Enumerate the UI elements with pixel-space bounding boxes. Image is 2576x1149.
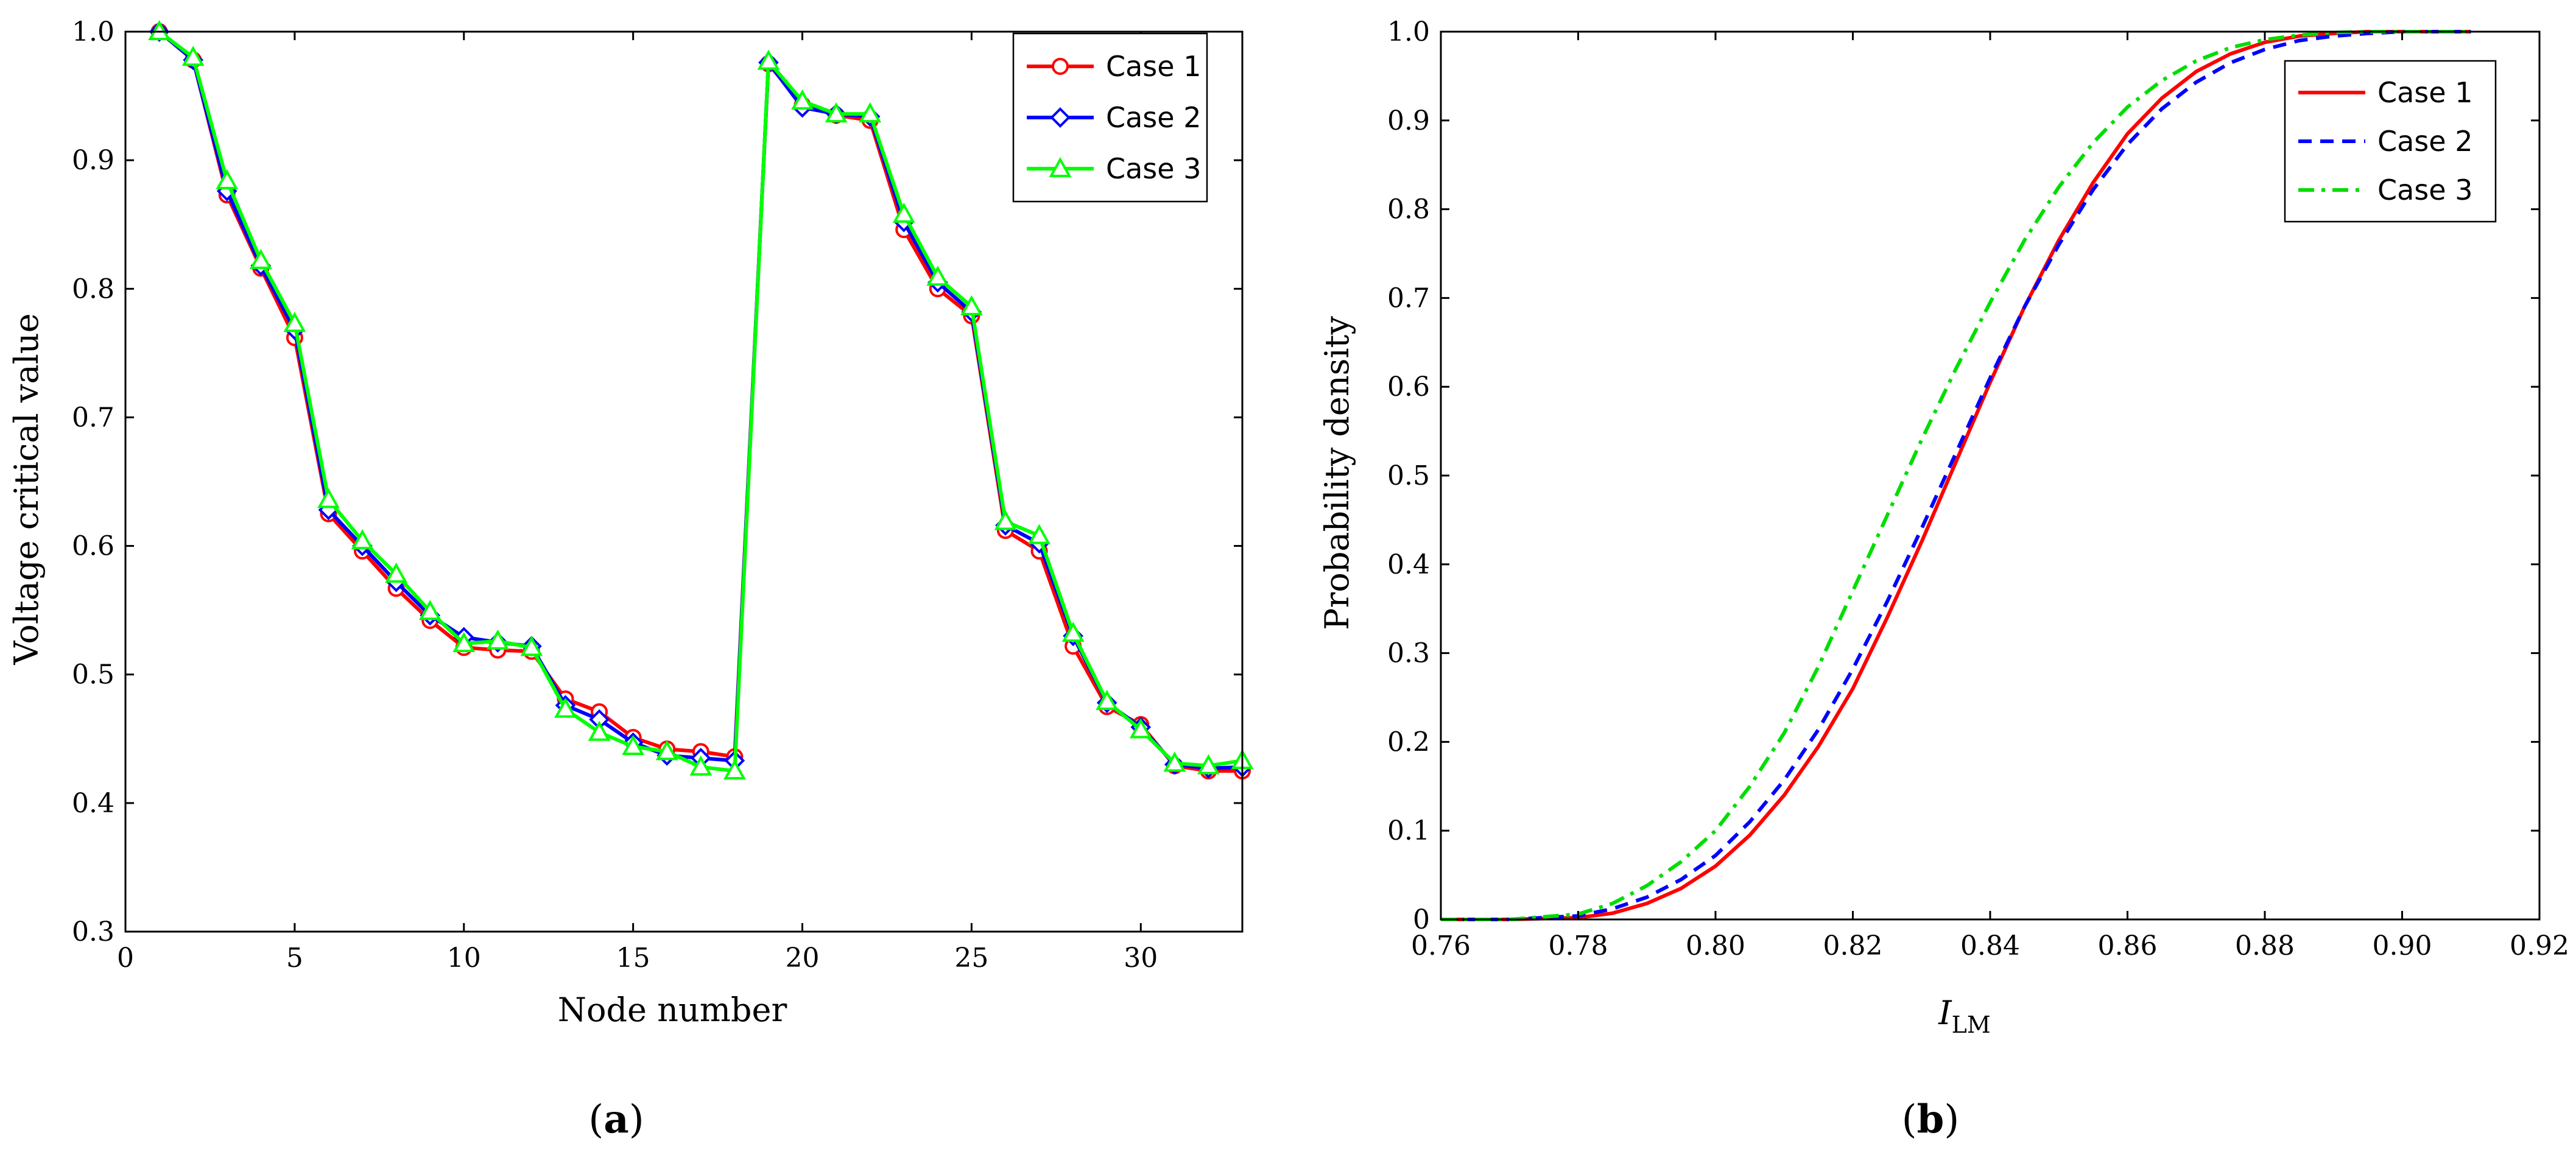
chart-a-legend-marker-case-1 [1052,58,1069,75]
chart-a-point-case-3 [1061,622,1085,642]
chart-a-point-case-3 [181,46,205,66]
chart-a-point-case-3 [1096,689,1119,711]
chart-b-ytick-label: 0.8 [1387,194,1430,225]
chart-a-point-case-3 [249,248,272,269]
chart-a-xlabel: Node number [558,991,787,1029]
chart-a-point-case-3 [418,600,442,620]
chart-b-ytick-label: 0.6 [1387,371,1430,402]
chart-a-ytick-label: 0.4 [72,788,114,819]
chart-a-point-case-3 [385,562,408,583]
chart-a-point-case-3 [554,697,577,718]
chart-b-xtick-label: 0.76 [1411,930,1471,961]
chart-a-xtick-label: 25 [954,943,988,974]
chart-b-xtick-label: 0.82 [1823,930,1883,961]
chart-a-panel-label: (a) [588,1097,644,1142]
chart-a-point-case-3 [351,529,374,550]
chart-a-ytick-label: 0.7 [72,402,114,433]
chart-b: 0.76 0.78 0.80 0.82 0.84 0.86 0.88 0.90 0.92 0 0.1… [1318,16,2569,1142]
chart-b-ytick-label: 0.5 [1387,460,1430,491]
chart-a-ytick-label: 0.8 [72,273,114,304]
chart-a-point-case-3 [486,629,509,650]
chart-a-point-case-3 [622,734,645,755]
chart-a-ytick-label: 0.5 [72,659,114,690]
chart-b-ytick-label: 0.1 [1387,815,1430,846]
chart-a-point-case-3 [859,102,882,123]
chart-b-legend-label-case-2: Case 2 [2377,125,2472,158]
chart-a-point-case-3 [723,759,746,780]
chart-b-series-line-case-2 [1441,30,2471,921]
chart-a-point-case-3 [791,89,814,110]
chart-a-legend-label-case-1: Case 1 [1106,50,1201,83]
chart-a-ytick-label: 0.6 [72,531,114,562]
chart-b-xlabel: ILM [1938,994,1991,1038]
chart-b-ytick-label: 0.3 [1387,638,1430,669]
chart-a-ytick-label: 1.0 [72,16,114,47]
chart-a-point-case-3 [283,312,306,332]
chart-a-axes-frame [124,30,1244,933]
chart-a-legend-label-case-3: Case 3 [1106,152,1201,185]
chart-b-xtick-label: 0.88 [2235,930,2295,961]
chart-a-point-case-3 [655,740,678,761]
chart-b-xtick-label: 0.84 [1960,930,2020,961]
chart-a-xtick-label: 15 [616,943,650,974]
chart-a-point-case-3 [926,265,949,286]
chart-a-point-case-3 [1129,718,1152,739]
chart-a-point-case-3 [689,755,713,776]
chart-a-ytick-label: 0.3 [72,916,114,947]
chart-b-legend-label-case-1: Case 1 [2377,76,2472,109]
chart-b-legend: Case 1 Case 2 Case 3 [2284,60,2497,223]
chart-b-ytick-label: 0 [1413,904,1430,935]
chart-a-point-case-3 [452,631,476,653]
chart-a-point-case-3 [994,510,1017,530]
chart-a: 0 5 10 15 20 25 30 0.3 0.4 0.5 0.6 0.7 0.8 0.9 1.0 Nod… [7,16,1254,1142]
chart-a-legend-marker-case-2 [1050,107,1071,128]
chart-b-ytick-label: 1.0 [1387,16,1430,47]
chart-a-legend-label-case-2: Case 2 [1106,101,1201,134]
chart-a-xtick-label: 0 [117,943,134,974]
chart-b-ytick-label: 0.7 [1387,283,1430,314]
chart-a-ylabel: Voltage critical value [7,313,46,665]
chart-b-panel-label: (b) [1902,1097,1960,1142]
chart-b-ytick-label: 0.9 [1387,105,1430,136]
chart-a-legend: Case 1 Case 2 Case 3 [1012,32,1208,203]
chart-a-legend-marker-case-3 [1049,156,1072,177]
chart-a-point-case-3 [1197,754,1220,775]
chart-a-point-case-3 [588,720,611,741]
chart-a-xtick-label: 10 [447,943,481,974]
chart-a-point-case-3 [757,49,780,70]
chart-a-point-case-3 [1163,751,1186,772]
chart-b-xtick-label: 0.90 [2373,930,2432,961]
chart-a-point-case-3 [1028,524,1050,544]
chart-b-legend-box [2284,60,2497,223]
chart-b-legend-label-case-3: Case 3 [2377,174,2472,206]
chart-b-xtick-label: 0.86 [2098,930,2158,961]
chart-b-series-line-case-3 [1441,30,2471,921]
chart-b-ytick-label: 0.4 [1387,549,1430,580]
chart-a-point-case-3 [825,102,848,123]
chart-a-xtick-label: 5 [286,943,303,974]
chart-a-xtick-label: 20 [786,943,820,974]
chart-a-point-case-3 [520,636,543,656]
chart-a-point-case-3 [892,202,915,223]
chart-b-xtick-label: 0.78 [1549,930,1608,961]
chart-a-point-case-3 [960,295,983,315]
chart-b-xtick-label: 0.80 [1686,930,1745,961]
chart-b-xtick-label: 0.92 [2510,930,2569,961]
chart-b-ytick-label: 0.2 [1387,726,1430,757]
chart-b-ylabel: Probability density [1318,316,1356,630]
chart-a-point-case-3 [216,169,239,189]
chart-a-point-case-3 [317,488,340,508]
chart-a-ytick-label: 0.9 [72,145,114,176]
chart-a-xtick-label: 30 [1124,943,1158,974]
